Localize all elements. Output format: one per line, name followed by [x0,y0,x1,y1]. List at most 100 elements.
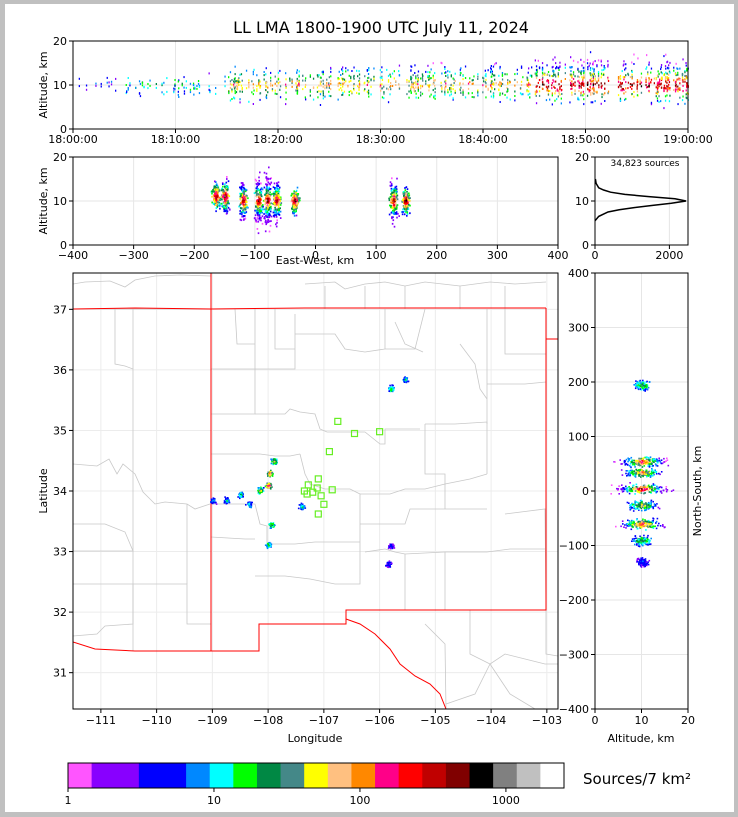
north-south-source [652,489,655,492]
altitude-time-source [677,85,679,88]
east-west-source [265,223,267,226]
north-south-source [652,507,655,510]
altitude-time-source [248,100,250,103]
altitude-time-source [656,90,659,93]
altitude-time-source [600,102,602,105]
altitude-time-source [345,70,347,73]
map-lightning-source [212,500,214,503]
north-south-source [672,489,675,491]
altitude-time-source [422,75,424,77]
east-west-source [241,190,244,193]
east-west-source [277,181,280,184]
north-south-source [640,473,643,475]
map-lightning-source [239,494,242,496]
altitude-time-source [115,89,117,92]
east-west-source [213,188,216,191]
north-south-source [648,471,650,474]
altitude-time-source [560,79,562,82]
altitude-time-source [467,87,470,90]
north-south-source [634,461,637,463]
altitude-time-source [520,66,523,69]
east-west-source [274,209,277,211]
altitude-time-source [506,90,508,93]
county-line [459,343,488,400]
east-west-source [395,194,397,197]
altitude-time-source [681,99,684,102]
altitude-time-source [414,64,416,67]
east-west-source [404,200,407,203]
altitude-time-source [370,93,372,96]
altitude-time-source [673,66,675,69]
altitude-time-source [681,76,684,79]
east-west-source [278,214,281,216]
altitude-time-source [636,81,639,84]
altitude-time-source [594,79,596,82]
altitude-time-source [640,72,643,75]
east-west-source [277,192,280,195]
altitude-time-source [558,90,560,93]
altitude-time-source [358,85,361,88]
east-west-source [394,213,396,215]
east-west-source [244,195,247,198]
altitude-time-source [553,80,555,83]
east-west-source [213,199,216,202]
map-lightning-source [271,460,273,463]
north-south-source [636,507,639,510]
east-west-source [224,208,226,210]
north-south-source [646,525,649,527]
north-south-source [630,506,633,509]
altitude-time-source [491,80,493,83]
altitude-time-source [529,74,531,77]
altitude-time-source [686,82,688,85]
altitude-time-source [318,90,320,93]
north-south-source [645,458,648,461]
east-west-source [224,183,226,186]
altitude-time-source [583,103,585,106]
east-west-source [389,181,392,184]
county-line [299,453,361,542]
altitude-time-source [622,76,624,79]
altitude-time-source [237,84,239,87]
east-west-source [271,193,273,196]
altitude-time-source [639,79,641,82]
east-west-source [224,185,226,188]
altitude-time-source [229,86,232,89]
altitude-time-source [583,72,585,75]
east-west-source [258,212,261,215]
north-south-source [648,381,651,383]
north-south-source [638,462,640,465]
altitude-time-source [487,69,489,72]
east-west-source [260,203,262,206]
east-west-source [396,198,399,201]
east-west-source [225,192,227,194]
map-x-tick-label: −106 [364,714,394,727]
altitude-time-source [572,71,575,74]
altitude-time-y-tick-label: 20 [53,35,67,48]
altitude-time-source [430,68,432,71]
altitude-time-source [661,76,663,79]
altitude-time-source [665,87,667,90]
north-south-source [648,491,651,493]
altitude-time-source [501,72,504,74]
north-south-source [631,486,634,489]
altitude-time-source [655,86,657,89]
altitude-time-source [592,73,594,76]
north-south-source [642,381,645,383]
altitude-time-source [319,80,322,83]
north-south-source [636,518,638,520]
east-west-y-tick-label: 20 [53,151,67,164]
altitude-time-source [648,77,650,79]
altitude-time-source [427,75,429,78]
altitude-time-source [586,82,589,84]
altitude-time-source [447,74,449,77]
altitude-time-source [421,73,424,76]
altitude-time-source [447,89,449,91]
altitude-time-source [492,92,495,95]
altitude-time-source [509,98,511,101]
map-lightning-source [261,487,263,490]
altitude-time-source [197,80,200,82]
altitude-time-source [617,78,620,81]
altitude-time-source [603,65,605,68]
altitude-time-source [527,93,529,96]
altitude-time-source [337,85,339,87]
